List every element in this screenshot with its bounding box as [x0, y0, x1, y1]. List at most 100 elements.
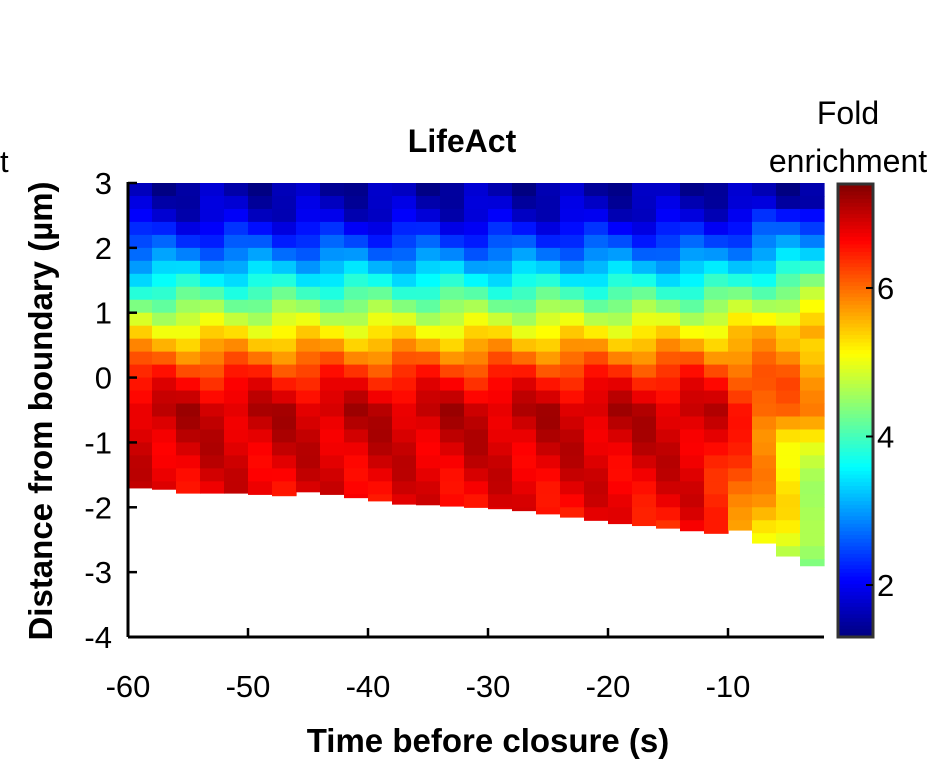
heatmap-cell: [728, 312, 753, 327]
heatmap-cell: [752, 338, 777, 353]
heatmap-cell: [344, 442, 369, 456]
heatmap-cell: [296, 481, 321, 493]
heatmap-cell: [584, 455, 609, 469]
left-edge-fragment: t: [0, 144, 9, 179]
colorbar-strip: [838, 599, 873, 604]
heatmap-cell: [560, 455, 585, 469]
colorbar-strip: [838, 527, 873, 532]
heatmap-cell: [392, 494, 417, 505]
colorbar-strip: [838, 217, 873, 223]
heatmap-cell: [416, 247, 441, 262]
heatmap-cell: [224, 390, 249, 405]
heatmap-cell: [416, 312, 441, 327]
heatmap-cell: [200, 312, 225, 327]
heatmap-cell: [368, 325, 393, 340]
heatmap-cell: [656, 468, 681, 482]
heatmap-cell: [608, 273, 633, 288]
heatmap-cell: [368, 390, 393, 405]
heatmap-cell: [752, 533, 777, 544]
heatmap-cell: [416, 195, 441, 210]
heatmap-cell: [680, 247, 705, 262]
heatmap-cell: [464, 183, 489, 197]
heatmap-cell: [776, 273, 801, 288]
heatmap-cell: [656, 338, 681, 353]
heatmap-cell: [392, 403, 417, 418]
colorbar-strip: [838, 357, 873, 363]
heatmap-cell: [416, 273, 441, 288]
heatmap-cell: [704, 481, 729, 495]
heatmap-cell: [680, 312, 705, 327]
heatmap-cell: [656, 325, 681, 340]
heatmap-cell: [608, 520, 633, 525]
colorbar-strip: [838, 418, 873, 423]
heatmap-cell: [752, 468, 777, 482]
colorbar-label-line2: enrichment: [769, 143, 927, 179]
heatmap-cell: [656, 183, 681, 197]
heatmap-cell: [272, 195, 297, 210]
heatmap-cell: [560, 221, 585, 236]
heatmap-cell: [632, 338, 657, 353]
heatmap-cell: [560, 494, 585, 508]
heatmap-cell: [128, 481, 153, 489]
heatmap-cell: [200, 221, 225, 236]
heatmap-cell: [656, 351, 681, 366]
heatmap-cell: [224, 221, 249, 236]
heatmap-cell: [536, 338, 561, 353]
heatmap-cell: [224, 286, 249, 301]
heatmap-cell: [128, 208, 153, 223]
heatmap-cell: [176, 429, 201, 444]
heatmap-cell: [344, 377, 369, 392]
heatmap-cell: [176, 377, 201, 392]
heatmap-cell: [800, 507, 825, 521]
heatmap-cell: [680, 468, 705, 482]
heatmap-cell: [728, 299, 753, 314]
heatmap-cell: [200, 299, 225, 314]
heatmap-cell: [704, 416, 729, 431]
colorbar-strip: [838, 452, 873, 457]
heatmap-cell: [440, 403, 465, 418]
heatmap-cell: [560, 416, 585, 431]
heatmap-cell: [296, 325, 321, 340]
heatmap-cell: [392, 312, 417, 327]
heatmap-cell: [320, 325, 345, 340]
heatmap-cell: [800, 429, 825, 444]
heatmap-cell: [440, 429, 465, 444]
heatmap-cell: [512, 312, 537, 327]
heatmap-cell: [224, 468, 249, 482]
heatmap-cell: [560, 260, 585, 275]
heatmap-cell: [128, 234, 153, 249]
heatmap-cell: [584, 325, 609, 340]
heatmap-cell: [488, 429, 513, 444]
heatmap-cell: [368, 195, 393, 210]
heatmap-cell: [632, 286, 657, 301]
x-axis-label: Time before closure (s): [307, 722, 670, 759]
heatmap-cell: [320, 247, 345, 262]
heatmap-cell: [776, 286, 801, 301]
heatmap-cell: [200, 455, 225, 469]
heatmap-cell: [128, 247, 153, 262]
heatmap-cell: [632, 481, 657, 495]
heatmap-cell: [176, 455, 201, 469]
heatmap-cell: [296, 377, 321, 392]
heatmap-cell: [632, 377, 657, 392]
heatmap-cell: [248, 481, 273, 495]
heatmap-cell: [536, 377, 561, 392]
heatmap-cell: [800, 468, 825, 482]
heatmap-cell: [728, 416, 753, 431]
heatmap-cell: [512, 273, 537, 288]
heatmap-cell: [584, 429, 609, 444]
heatmap-cell: [464, 286, 489, 301]
colorbar-strip: [838, 614, 873, 619]
heatmap-cell: [560, 208, 585, 223]
heatmap-cell: [632, 507, 657, 521]
heatmap-cell: [320, 312, 345, 327]
heatmap-cell: [200, 481, 225, 494]
heatmap-cell: [176, 247, 201, 262]
heatmap-cell: [296, 403, 321, 418]
heatmap-cell: [296, 312, 321, 327]
heatmap-cell: [752, 208, 777, 223]
heatmap-cell: [584, 494, 609, 508]
heatmap-cell: [344, 351, 369, 366]
heatmap-cell: [632, 468, 657, 482]
heatmap-cell: [344, 273, 369, 288]
